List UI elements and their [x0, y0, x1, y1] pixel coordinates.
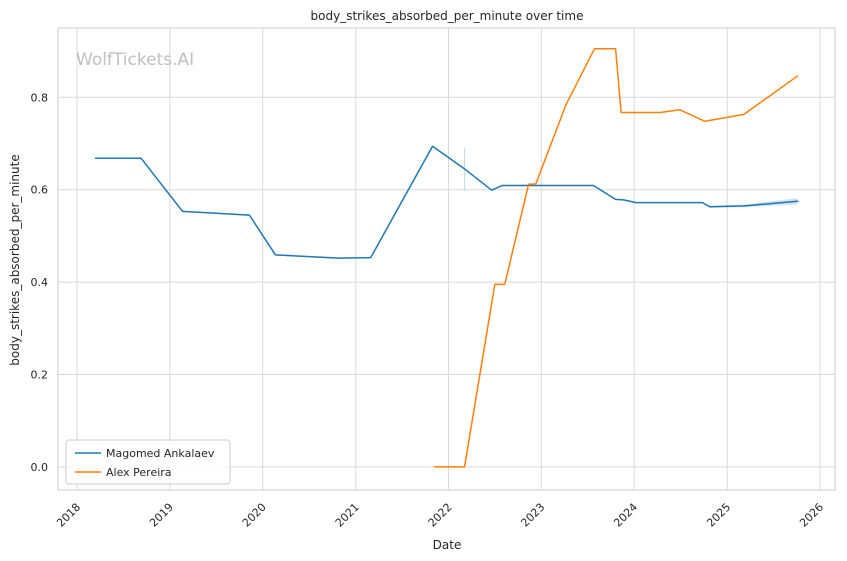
plot-area: [57, 27, 836, 491]
series-line-alex-pereira: [433, 48, 799, 468]
y-tick-label: 0.0: [31, 461, 49, 474]
y-tick-label: 0.8: [31, 91, 49, 104]
legend-box: [65, 439, 231, 485]
y-ticks: 0.0 0.2 0.4 0.6 0.8: [31, 91, 49, 474]
x-tick-label: 2019: [147, 501, 176, 530]
x-tick-label: 2022: [426, 501, 455, 530]
legend-label-magomed-ankalaev: Magomed Ankalaev: [106, 447, 215, 460]
y-tick-label: 0.4: [31, 276, 49, 289]
watermark: WolfTickets.AI: [76, 50, 194, 70]
y-tick-label: 0.2: [31, 369, 49, 382]
series-lines: [94, 48, 799, 468]
confidence-band: [709, 198, 798, 208]
legend: Magomed Ankalaev Alex Pereira: [65, 439, 231, 485]
y-tick-label: 0.6: [31, 184, 49, 197]
chart-title: body_strikes_absorbed_per_minute over ti…: [311, 9, 584, 23]
x-tick-label: 2020: [240, 501, 269, 530]
x-tick-label: 2023: [518, 501, 547, 530]
legend-label-alex-pereira: Alex Pereira: [106, 466, 172, 479]
y-axis-title: body_strikes_absorbed_per_minute: [8, 154, 22, 365]
x-axis-title: Date: [433, 538, 462, 552]
x-tick-label: 2021: [333, 501, 362, 530]
x-tick-label: 2025: [704, 501, 733, 530]
x-tick-label: 2026: [797, 501, 826, 530]
x-tick-label: 2018: [54, 501, 83, 530]
series-line-magomed-ankalaev: [94, 145, 799, 259]
x-ticks: 2018 2019 2020 2021 2022 2023 2024 2025 2026: [54, 501, 826, 530]
x-tick-label: 2024: [611, 501, 640, 530]
